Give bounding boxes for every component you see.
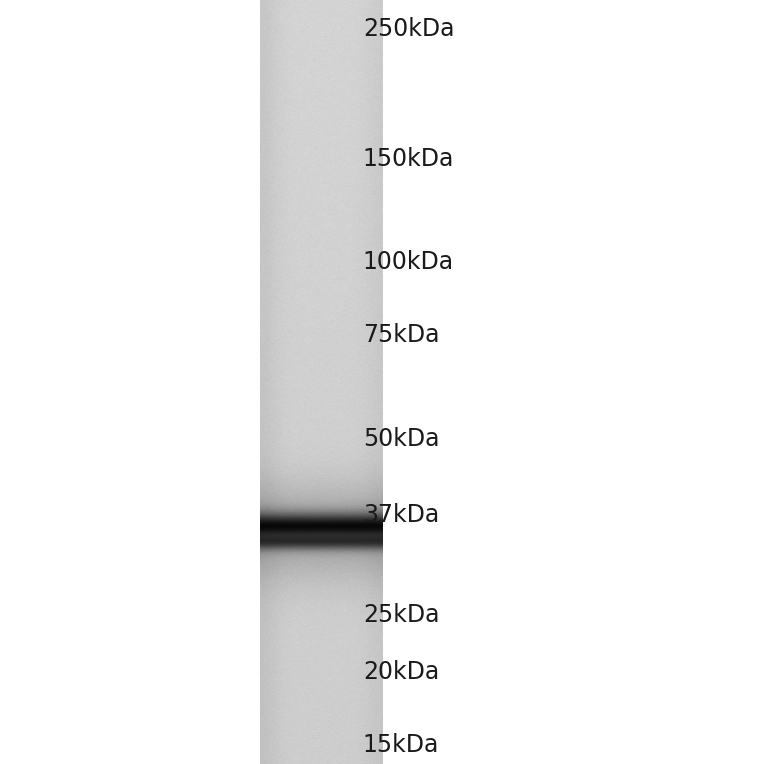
Text: 15kDa: 15kDa <box>363 733 439 757</box>
Text: 150kDa: 150kDa <box>363 147 455 171</box>
Text: 25kDa: 25kDa <box>363 603 439 627</box>
Text: 37kDa: 37kDa <box>363 503 439 527</box>
Text: 250kDa: 250kDa <box>363 17 455 41</box>
Text: 50kDa: 50kDa <box>363 426 439 451</box>
Text: 20kDa: 20kDa <box>363 659 439 684</box>
Text: 75kDa: 75kDa <box>363 323 439 348</box>
Text: 100kDa: 100kDa <box>363 250 454 274</box>
